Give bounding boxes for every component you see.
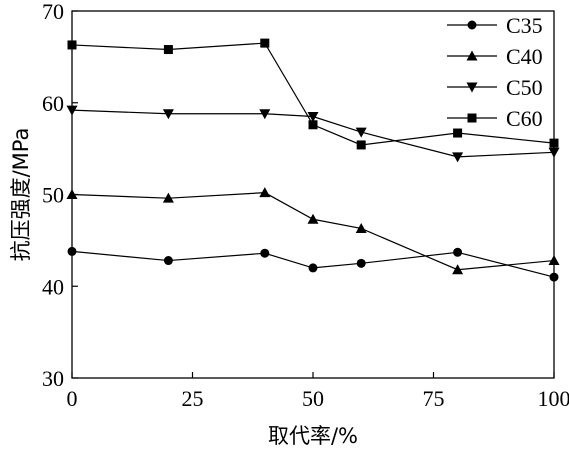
series-c50 [66,105,560,163]
legend-marker-c50 [466,82,478,93]
data-point-c60 [549,138,559,148]
y-tick-label: 50 [42,183,64,208]
legend-label: C50 [506,75,543,100]
legend-item-c35: C35 [447,13,543,38]
legend-item-c60: C60 [447,106,543,131]
legend-item-c50: C50 [447,75,543,100]
legend: C35 C40 C50 C60 [447,13,543,131]
data-point-c40 [307,213,319,224]
data-point-c50 [355,127,367,138]
data-point-c60 [453,128,463,138]
data-point-c50 [452,152,464,163]
x-tick-label: 25 [182,386,204,411]
data-point-c35 [67,246,77,256]
legend-label: C35 [506,13,543,38]
data-point-c50 [259,109,271,120]
data-point-c50 [66,105,78,116]
data-point-c35 [356,258,366,268]
data-point-c50 [162,109,174,120]
series-c35 [67,246,559,282]
data-point-c35 [549,272,559,282]
data-point-c40 [66,189,78,199]
x-tick-label: 75 [423,386,445,411]
series-layer [66,38,560,282]
data-point-c35 [260,248,270,258]
data-point-c60 [67,40,77,50]
data-point-c60 [260,38,270,48]
series-line-c60 [71,42,555,146]
data-point-c50 [548,147,560,158]
data-point-c40 [452,264,464,275]
x-axis-ticks: 0 25 50 75 100 [67,372,569,411]
y-axis-label: 抗压强度/MPa [9,128,33,262]
y-axis-ticks: 30 40 50 60 70 [42,0,78,391]
y-tick-label: 60 [42,91,64,116]
data-point-c60 [308,120,318,130]
series-c40 [66,187,560,275]
data-point-c35 [308,263,318,273]
data-point-c40 [259,187,271,198]
data-point-c35 [453,247,463,257]
y-tick-label: 30 [42,366,64,391]
legend-marker-c60 [467,113,477,123]
legend-marker-c35 [467,20,477,30]
data-point-c50 [307,112,319,123]
data-point-c60 [356,140,366,150]
data-point-c40 [162,192,174,203]
x-axis-label: 取代率/% [268,424,358,448]
data-point-c35 [163,256,173,266]
series-c60 [67,38,559,150]
data-point-c40 [355,222,367,233]
data-point-c60 [163,45,173,55]
data-point-c40 [548,255,560,266]
legend-label: C40 [506,44,543,69]
plot-border [71,10,555,379]
legend-item-c40: C40 [447,44,543,69]
x-tick-label: 50 [302,386,324,411]
legend-marker-c40 [466,50,478,61]
y-tick-label: 40 [42,274,64,299]
y-tick-label: 70 [42,0,64,24]
plot-frame [71,10,555,379]
x-tick-label: 0 [67,386,78,411]
x-tick-label: 100 [538,386,569,411]
legend-label: C60 [506,106,543,131]
